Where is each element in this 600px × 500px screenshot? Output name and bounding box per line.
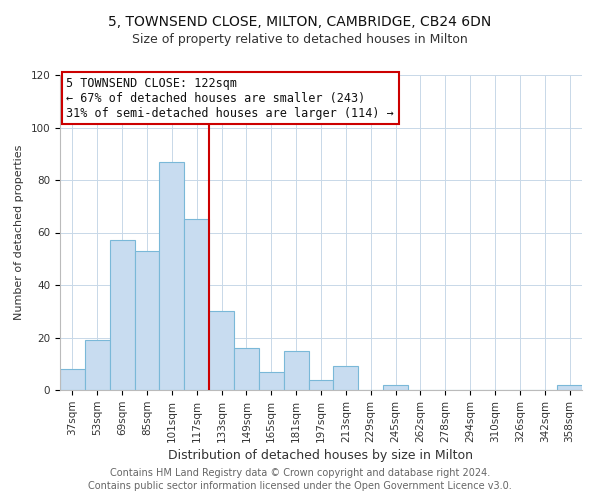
Y-axis label: Number of detached properties: Number of detached properties bbox=[14, 145, 23, 320]
Bar bbox=[383, 385, 408, 390]
Bar bbox=[259, 372, 284, 390]
Bar bbox=[284, 350, 308, 390]
Text: Contains public sector information licensed under the Open Government Licence v3: Contains public sector information licen… bbox=[88, 481, 512, 491]
Bar bbox=[184, 220, 209, 390]
Bar bbox=[110, 240, 134, 390]
Text: 5, TOWNSEND CLOSE, MILTON, CAMBRIDGE, CB24 6DN: 5, TOWNSEND CLOSE, MILTON, CAMBRIDGE, CB… bbox=[109, 15, 491, 29]
Bar bbox=[234, 348, 259, 390]
Bar bbox=[334, 366, 358, 390]
Bar bbox=[209, 311, 234, 390]
Bar bbox=[60, 369, 85, 390]
Bar bbox=[85, 340, 110, 390]
Bar bbox=[308, 380, 334, 390]
Text: Size of property relative to detached houses in Milton: Size of property relative to detached ho… bbox=[132, 32, 468, 46]
X-axis label: Distribution of detached houses by size in Milton: Distribution of detached houses by size … bbox=[169, 449, 473, 462]
Text: 5 TOWNSEND CLOSE: 122sqm
← 67% of detached houses are smaller (243)
31% of semi-: 5 TOWNSEND CLOSE: 122sqm ← 67% of detach… bbox=[66, 76, 394, 120]
Bar bbox=[557, 385, 582, 390]
Bar bbox=[134, 251, 160, 390]
Bar bbox=[160, 162, 184, 390]
Text: Contains HM Land Registry data © Crown copyright and database right 2024.: Contains HM Land Registry data © Crown c… bbox=[110, 468, 490, 477]
